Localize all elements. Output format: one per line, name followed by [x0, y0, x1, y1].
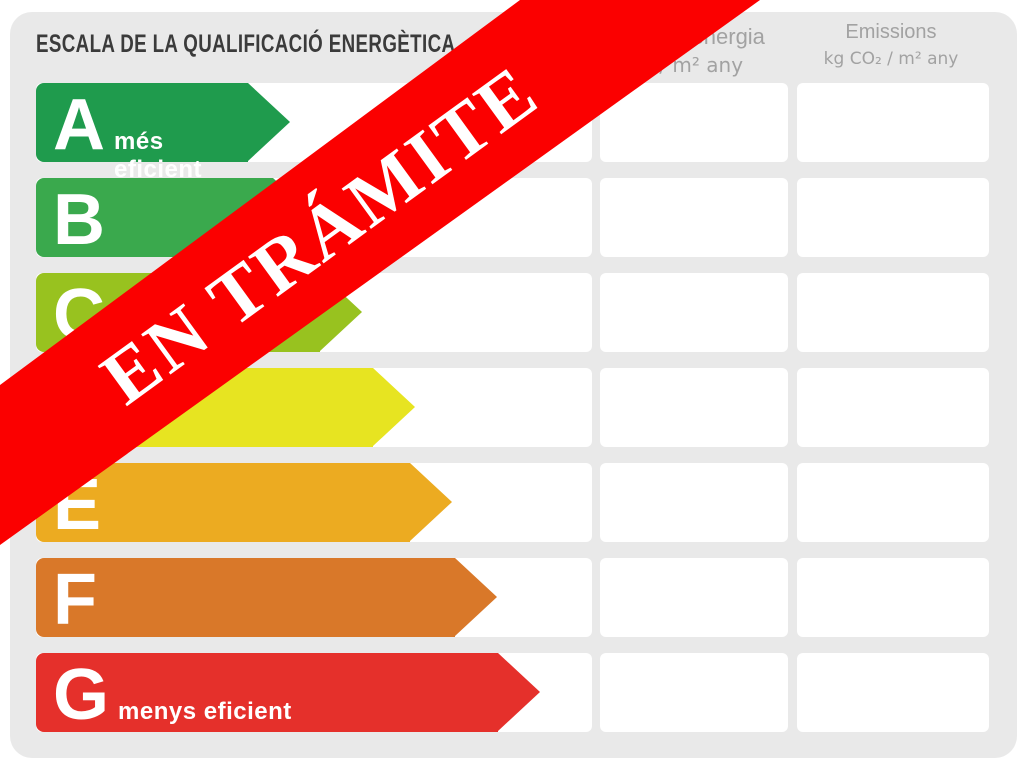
consumption-value-cell — [600, 653, 788, 732]
emissions-value-cell — [797, 558, 989, 637]
rating-arrow-tip — [410, 463, 452, 541]
consumption-value-cell — [600, 463, 788, 542]
emissions-value-cell — [797, 273, 989, 352]
rating-arrow-tip — [373, 368, 415, 446]
rating-arrow-tip — [498, 653, 540, 731]
emissions-column-header: Emissions kg CO₂ / m² any — [781, 18, 1001, 72]
rating-row-F: F — [0, 558, 1024, 637]
emissions-header-units: kg CO₂ / m² any — [823, 49, 959, 69]
rating-letter: B — [53, 180, 105, 260]
rating-arrow: F — [36, 558, 497, 640]
consumption-value-cell — [600, 273, 788, 352]
rating-qualifier: més eficient — [114, 128, 203, 183]
consumption-value-cell — [600, 178, 788, 257]
rating-row-B: B — [0, 178, 1024, 257]
page-title-text: ESCALA DE LA QUALIFICACIÓ ENERGÈTICA — [36, 30, 456, 58]
emissions-value-cell — [797, 178, 989, 257]
rating-arrow-tip — [455, 558, 497, 636]
consumption-value-cell — [600, 83, 788, 162]
rating-letter: F — [53, 560, 97, 640]
rating-row-E: E — [0, 463, 1024, 542]
emissions-header-line1: Emissions — [845, 21, 937, 43]
rating-arrow: A més eficient — [36, 83, 290, 183]
rating-arrow: E — [36, 463, 452, 542]
rating-arrow: G menys eficient — [36, 653, 540, 735]
consumption-value-cell — [600, 558, 788, 637]
emissions-value-cell — [797, 368, 989, 447]
rating-letter: G — [53, 655, 110, 735]
consumption-value-cell — [600, 368, 788, 447]
rating-row-G: G menys eficient — [0, 653, 1024, 732]
emissions-value-cell — [797, 463, 989, 542]
rating-arrow-tip — [248, 83, 290, 161]
emissions-value-cell — [797, 83, 989, 162]
rating-qualifier: menys eficient — [118, 698, 292, 725]
rating-letter: A — [53, 85, 105, 165]
page-title: ESCALA DE LA QUALIFICACIÓ ENERGÈTICA — [36, 30, 595, 59]
emissions-value-cell — [797, 653, 989, 732]
